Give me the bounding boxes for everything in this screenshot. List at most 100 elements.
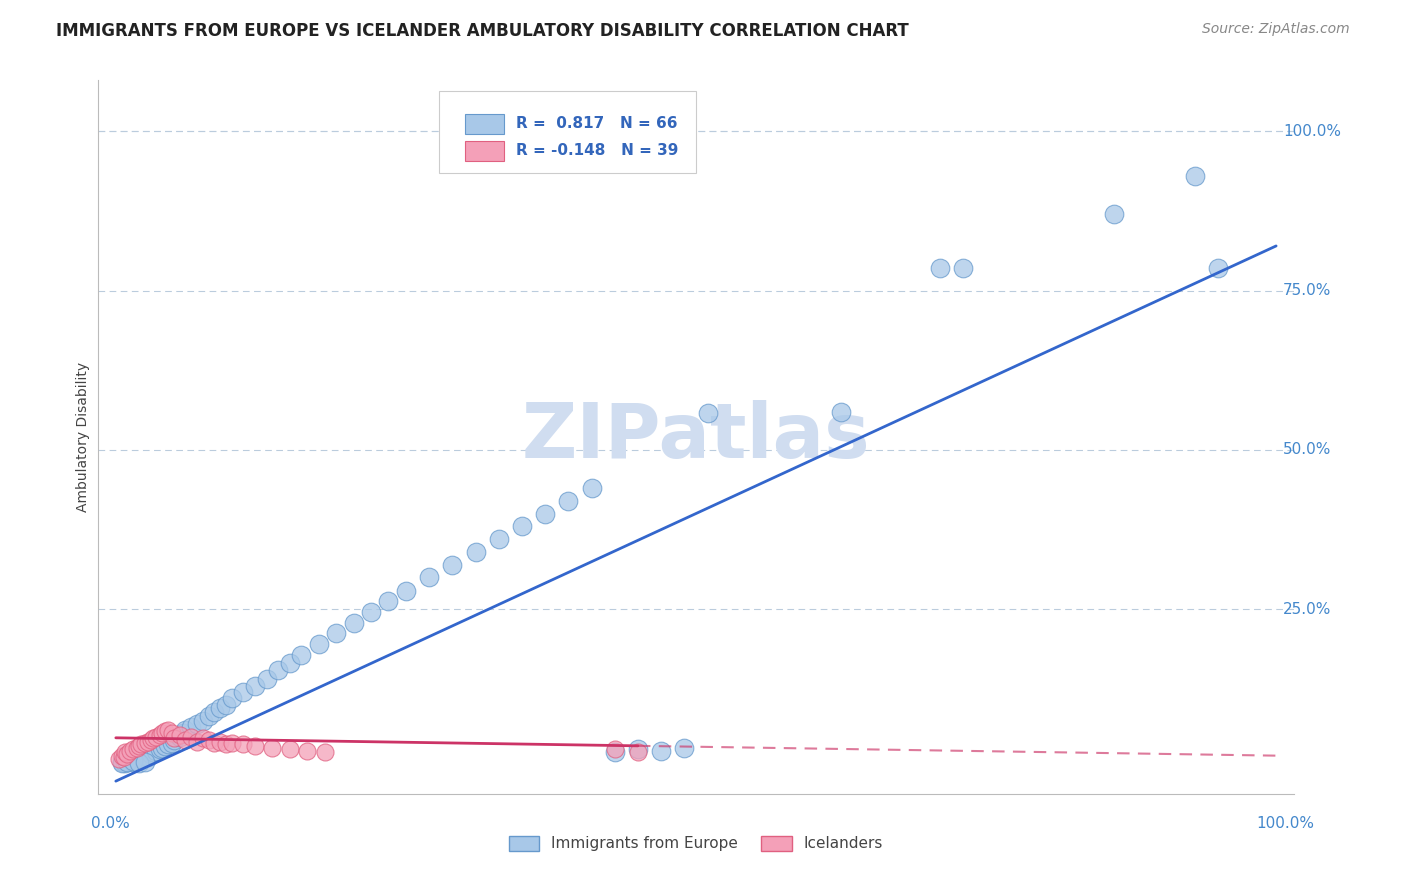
Point	[125, 741, 148, 756]
Point	[125, 754, 148, 768]
Point	[510, 519, 533, 533]
Point	[134, 755, 156, 769]
Point	[117, 754, 139, 768]
Point	[136, 750, 159, 764]
Point	[204, 706, 226, 720]
Point	[325, 626, 347, 640]
Point	[267, 663, 290, 677]
Point	[290, 648, 312, 662]
Point	[418, 570, 440, 584]
Point	[174, 732, 197, 747]
Point	[297, 743, 319, 757]
Point	[163, 732, 186, 747]
Point	[153, 739, 176, 753]
Point	[134, 736, 156, 750]
Point	[488, 532, 510, 546]
Point	[153, 724, 176, 739]
Point	[1184, 169, 1206, 183]
Point	[172, 726, 194, 740]
Bar	[465, 114, 503, 134]
Point	[150, 741, 173, 756]
Text: 50.0%: 50.0%	[1284, 442, 1331, 458]
Point	[117, 747, 139, 762]
Point	[673, 741, 696, 756]
Point	[163, 731, 186, 745]
Point	[174, 723, 197, 738]
Point	[308, 637, 330, 651]
Point	[111, 755, 134, 769]
Point	[278, 657, 301, 671]
Point	[377, 594, 399, 608]
Point	[142, 746, 165, 760]
Text: 100.0%: 100.0%	[1284, 124, 1341, 139]
Point	[134, 748, 156, 763]
Point	[191, 714, 214, 728]
Point	[603, 746, 626, 760]
Point	[145, 730, 167, 744]
Point	[278, 742, 301, 756]
Point	[142, 731, 165, 745]
Point	[136, 734, 159, 748]
Point	[169, 728, 191, 742]
Point	[256, 672, 278, 686]
Point	[441, 558, 464, 572]
Point	[215, 737, 238, 751]
Text: 100.0%: 100.0%	[1257, 816, 1315, 831]
Point	[952, 261, 974, 276]
Point	[464, 545, 486, 559]
Point	[128, 756, 150, 771]
Point	[118, 743, 141, 757]
Point	[186, 716, 208, 731]
Point	[232, 737, 254, 751]
Text: ZIPatlas: ZIPatlas	[522, 401, 870, 474]
Point	[209, 734, 232, 748]
Point	[243, 739, 266, 753]
Text: 75.0%: 75.0%	[1284, 283, 1331, 298]
Point	[160, 736, 183, 750]
Point	[149, 742, 172, 756]
Point	[696, 406, 718, 420]
Point	[1102, 207, 1125, 221]
Point	[160, 726, 183, 740]
Point	[150, 726, 173, 740]
Point	[557, 493, 579, 508]
Point	[169, 730, 191, 744]
Point	[603, 742, 626, 756]
Point	[111, 756, 134, 771]
Point	[157, 737, 180, 751]
Point	[627, 742, 650, 756]
Point	[128, 739, 150, 753]
Point	[131, 737, 153, 751]
Point	[928, 261, 950, 276]
Point	[627, 746, 650, 760]
Text: 0.0%: 0.0%	[91, 816, 131, 831]
Legend: Immigrants from Europe, Icelanders: Immigrants from Europe, Icelanders	[502, 830, 890, 857]
Point	[197, 709, 219, 723]
Point	[534, 507, 557, 521]
Point	[186, 734, 208, 748]
Text: R = -0.148   N = 39: R = -0.148 N = 39	[516, 144, 678, 159]
Point	[1206, 261, 1229, 276]
Point	[197, 732, 219, 747]
Point	[215, 698, 238, 712]
Point	[145, 743, 167, 757]
Point	[360, 605, 382, 619]
Point	[157, 723, 180, 738]
Point	[209, 701, 232, 715]
Point	[830, 404, 852, 418]
Text: 25.0%: 25.0%	[1284, 601, 1331, 616]
Point	[122, 755, 145, 769]
Point	[221, 691, 243, 706]
Point	[314, 746, 336, 760]
Point	[139, 732, 162, 747]
Point	[117, 755, 139, 769]
Text: IMMIGRANTS FROM EUROPE VS ICELANDER AMBULATORY DISABILITY CORRELATION CHART: IMMIGRANTS FROM EUROPE VS ICELANDER AMBU…	[56, 22, 910, 40]
Point	[395, 584, 418, 599]
Point	[262, 741, 284, 756]
Point	[221, 736, 243, 750]
Text: R =  0.817   N = 66: R = 0.817 N = 66	[516, 116, 678, 131]
Point	[650, 743, 672, 757]
Point	[122, 742, 145, 756]
Point	[114, 756, 136, 771]
Point	[131, 752, 153, 766]
